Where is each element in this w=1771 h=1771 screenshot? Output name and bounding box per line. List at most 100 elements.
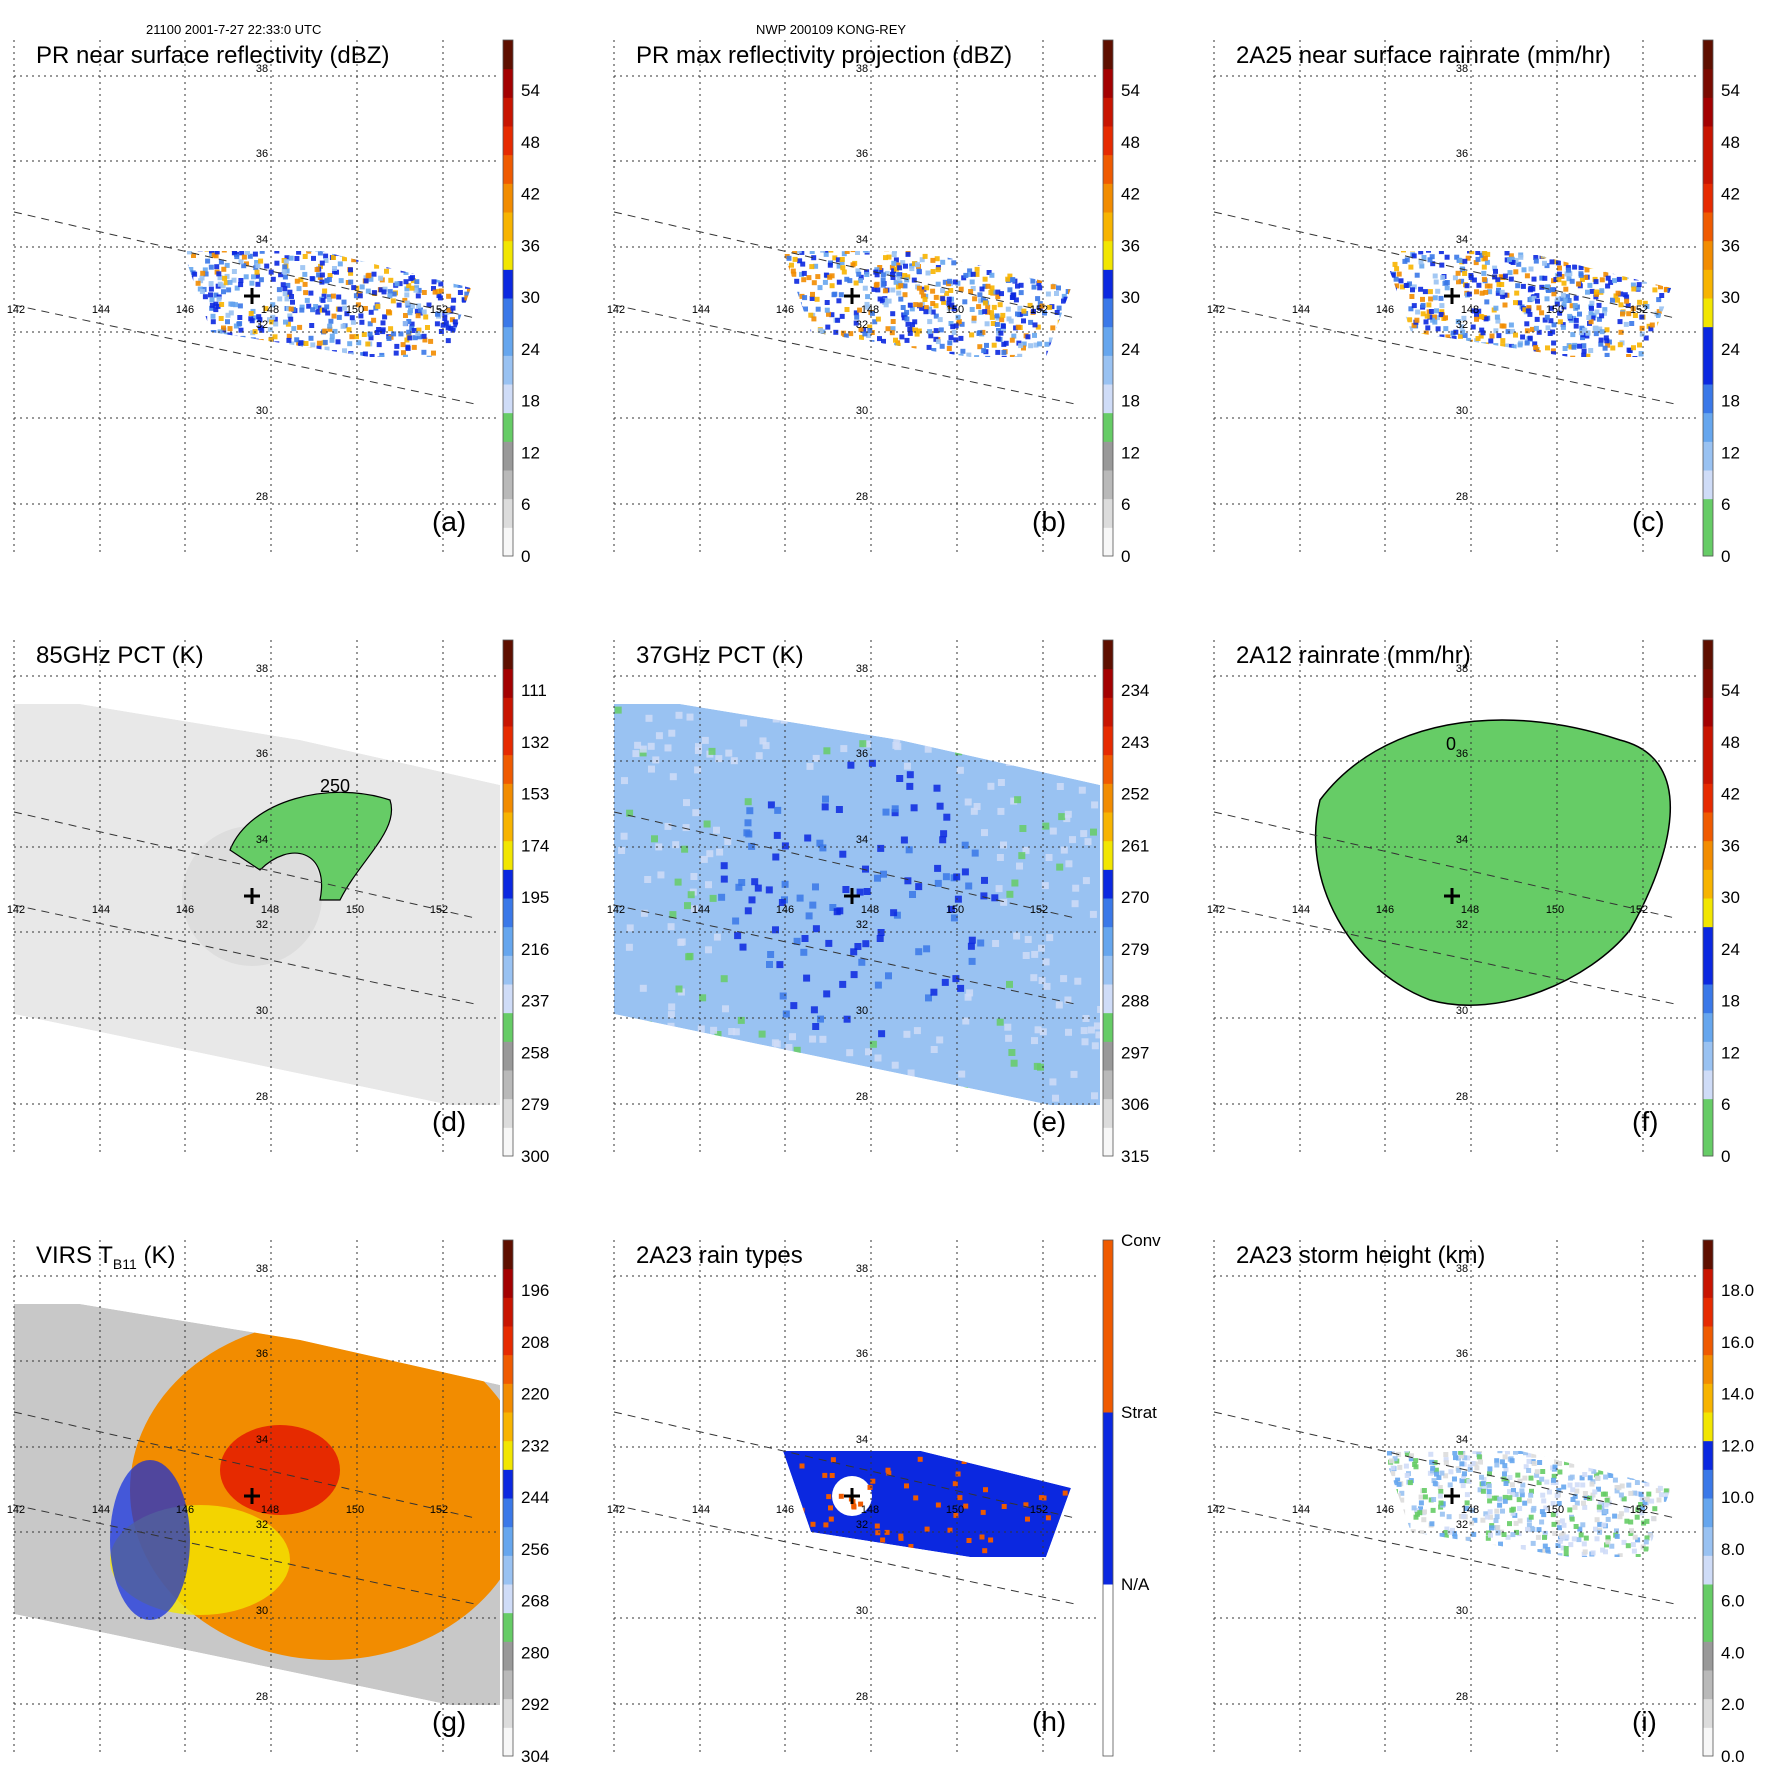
lat-label: 36: [856, 1348, 868, 1360]
colorbar-segment: [1703, 527, 1713, 557]
colorbar-segment: [503, 1526, 513, 1556]
lat-label: 28: [256, 1691, 268, 1703]
panel-letter: (e): [1032, 1106, 1067, 1137]
lat-label: 30: [856, 1605, 868, 1617]
colorbar-segment: [503, 697, 513, 727]
colorbar: 111 132 153 174 195 216 237 258 279 300: [502, 639, 549, 1166]
colorbar-tick-label: 8.0: [1721, 1540, 1745, 1559]
swath-edge-north: [13, 211, 476, 319]
lon-label: 142: [7, 304, 25, 316]
colorbar-tick-label: 0: [521, 547, 530, 566]
colorbar-tick-label: 243: [1121, 733, 1149, 752]
lon-label: 152: [1030, 1504, 1048, 1516]
storm-center-marker: [244, 1488, 260, 1504]
colorbar-tick-label: 18.0: [1721, 1281, 1754, 1300]
panel-map: 38 36 34 32 30 28 142 144 146 148 150 152 54 48 42 36 30…: [607, 39, 1140, 566]
colorbar-segment: [503, 154, 513, 184]
colorbar-segment: [503, 1297, 513, 1327]
colorbar-segment: [503, 1498, 513, 1528]
colorbar-segment: [503, 126, 513, 156]
lon-label: 144: [92, 304, 110, 316]
panel-map: 0 38 36 34 32 30 28 142 144 146 148 150 152 54 48 42 36 3…: [1207, 639, 1740, 1166]
colorbar-tick-label: 48: [1121, 133, 1140, 152]
lon-label: 144: [1292, 904, 1310, 916]
colorbar: 54 48 42 36 30 24 18 12 6 0: [1102, 39, 1140, 566]
colorbar-tick-label: 42: [1721, 185, 1740, 204]
colorbar-segment: [503, 840, 513, 870]
lat-label: 34: [856, 834, 868, 846]
lon-label: 150: [1546, 1504, 1564, 1516]
colorbar-segment: [1703, 441, 1713, 471]
colorbar-tick-label: 292: [521, 1695, 549, 1714]
colorbar-segment: [503, 326, 513, 356]
colorbar-segment: [1703, 1326, 1713, 1356]
colorbar-segment: [503, 955, 513, 985]
colorbar-tick-label: 24: [1721, 340, 1740, 359]
colorbar: Conv Strat N/A: [1102, 1231, 1161, 1757]
colorbar-segment: [1703, 1070, 1713, 1100]
colorbar-segment: [1103, 1041, 1113, 1071]
lon-label: 152: [1030, 904, 1048, 916]
pr-swath-edges: [13, 811, 476, 1005]
lat-label: 36: [1456, 748, 1468, 760]
storm-center-marker: [1444, 288, 1460, 304]
lat-label: 36: [256, 148, 268, 160]
colorbar-segment: [1703, 1612, 1713, 1642]
colorbar-segment: [1703, 1412, 1713, 1442]
lon-label: 144: [692, 1504, 710, 1516]
latlon-grid: [13, 40, 500, 556]
colorbar-segment: [1703, 470, 1713, 500]
colorbar-tick-label: 288: [1121, 992, 1149, 1011]
lat-label: 30: [1456, 1005, 1468, 1017]
lon-label: 146: [176, 1504, 194, 1516]
colorbar-segment: [1703, 269, 1713, 299]
colorbar-segment: [503, 1440, 513, 1470]
colorbar-segment: [503, 898, 513, 928]
colorbar-segment: [1103, 412, 1113, 442]
colorbar-tick-label: 297: [1121, 1043, 1149, 1062]
lat-label: 30: [256, 1605, 268, 1617]
lon-label: 144: [92, 904, 110, 916]
image-field: 0: [1314, 719, 1672, 1007]
colorbar-segment: [503, 1412, 513, 1442]
panel-map: 38 36 34 32 30 28 142 144 146 148 150 152 Conv Strat N…: [607, 1231, 1161, 1757]
lat-label: 32: [1456, 919, 1468, 931]
panel-title: PR near surface reflectivity (dBZ): [36, 42, 390, 69]
colorbar-tick-label: 315: [1121, 1147, 1149, 1166]
colorbar-segment: [1103, 869, 1113, 899]
colorbar-tick-label: 0.0: [1721, 1747, 1745, 1766]
lat-label: 28: [1456, 1091, 1468, 1103]
panel-g: 38 36 34 32 30 28 142 144 146 148 150 152 196 208 220 2…: [0, 1200, 560, 1766]
lon-label: 150: [946, 904, 964, 916]
colorbar-segment: [1703, 384, 1713, 414]
colorbar-tick-label: 306: [1121, 1095, 1149, 1114]
colorbar-tick-label: 261: [1121, 836, 1149, 855]
colorbar-segment: [1703, 1268, 1713, 1298]
swath-edge-north: [1213, 811, 1676, 919]
image-field: [783, 1451, 1071, 1557]
swath-edge-south: [1213, 304, 1676, 405]
header-storm-name: NWP 200109 KONG-REY: [756, 22, 907, 37]
colorbar-segment: [1103, 269, 1113, 299]
colorbar-tick-label: 18: [1721, 992, 1740, 1011]
panel-map: 38 36 34 32 30 28 142 144 146 148 150 152 54 48 42 36 30…: [7, 39, 540, 566]
lon-label: 146: [776, 304, 794, 316]
colorbar-tick-label: 12: [1121, 443, 1140, 462]
colorbar-tick-label: 30: [1721, 288, 1740, 307]
colorbar-segment: [503, 869, 513, 899]
lon-label: 148: [261, 1504, 279, 1516]
pr-swath-edges: [613, 811, 1076, 1005]
panel-letter: (b): [1032, 506, 1067, 537]
lat-label: 34: [256, 834, 268, 846]
lat-label: 38: [856, 663, 868, 675]
pr-swath-edges: [1213, 211, 1676, 405]
pr-swath-edges: [13, 1411, 476, 1605]
lon-label: 148: [1461, 904, 1479, 916]
colorbar: 234 243 252 261 270 279 288 297 306 315: [1102, 639, 1149, 1166]
colorbar-segment: [1103, 1098, 1113, 1128]
swath-edge-south: [13, 904, 476, 1005]
lat-label: 34: [1456, 834, 1468, 846]
latlon-grid: [13, 1240, 500, 1756]
colorbar-segment: [1703, 726, 1713, 756]
colorbar-segment: [503, 1383, 513, 1413]
